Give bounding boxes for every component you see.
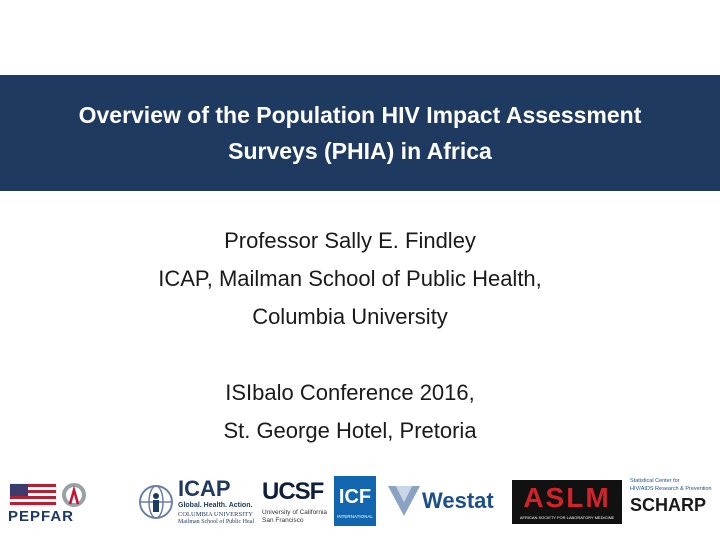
scharp-line-1: Statistical Center for [630,478,680,484]
ucsf-line-2: San Francisco [262,517,304,524]
westat-wordmark: Westat [422,488,494,513]
icap-wordmark: ICAP [178,476,231,501]
icap-logo: ICAP Global. Health. Action. COLUMBIA UN… [136,474,256,530]
pepfar-logo: PEPFAR [6,478,96,525]
partner-logo-strip: PEPFAR ICAP Global. Health. Action. COLU… [0,468,720,534]
westat-v-icon [388,486,420,516]
icap-school: Mailman School of Public Heal [178,519,254,525]
scharp-line-2: HIV/AIDS Research & Prevention [630,486,712,492]
slide-title-line-1: Overview of the Population HIV Impact As… [78,102,642,128]
pepfar-wordmark: PEPFAR [8,508,75,525]
ucsf-line-1: University of California [262,509,328,516]
slide-title-line-2: Surveys (PHIA) in Africa [228,138,492,164]
icf-sub: INTERNATIONAL [337,514,373,519]
icf-wordmark: ICF [338,486,372,508]
ucsf-logo: UCSF University of California San Franci… [262,478,330,528]
event-name: ISIbalo Conference 2016, [225,380,475,405]
icap-tagline: Global. Health. Action. [178,502,253,509]
aslm-sub: AFRICAN SOCIETY FOR LABORATORY MEDICINE [519,515,615,520]
scharp-wordmark: SCHARP [630,495,707,515]
icap-org: COLUMBIA UNIVERSITY [178,511,253,518]
scharp-logo: Statistical Center for HIV/AIDS Research… [630,478,716,526]
aslm-logo: ASLM AFRICAN SOCIETY FOR LABORATORY MEDI… [512,480,622,524]
affiliation-line-2: Columbia University [252,304,448,329]
affiliation-line-1: ICAP, Mailman School of Public Health, [158,266,542,291]
icf-logo: ICF INTERNATIONAL [334,476,376,526]
slide-subtitle: Professor Sally E. Findley ICAP, Mailman… [0,222,700,450]
presenter-name: Professor Sally E. Findley [224,228,476,253]
globe-icon [139,485,173,519]
ucsf-wordmark: UCSF [262,478,324,505]
title-banner: Overview of the Population HIV Impact As… [0,75,720,191]
event-venue: St. George Hotel, Pretoria [223,418,477,443]
aslm-wordmark: ASLM [523,482,611,513]
westat-logo: Westat [386,482,504,522]
